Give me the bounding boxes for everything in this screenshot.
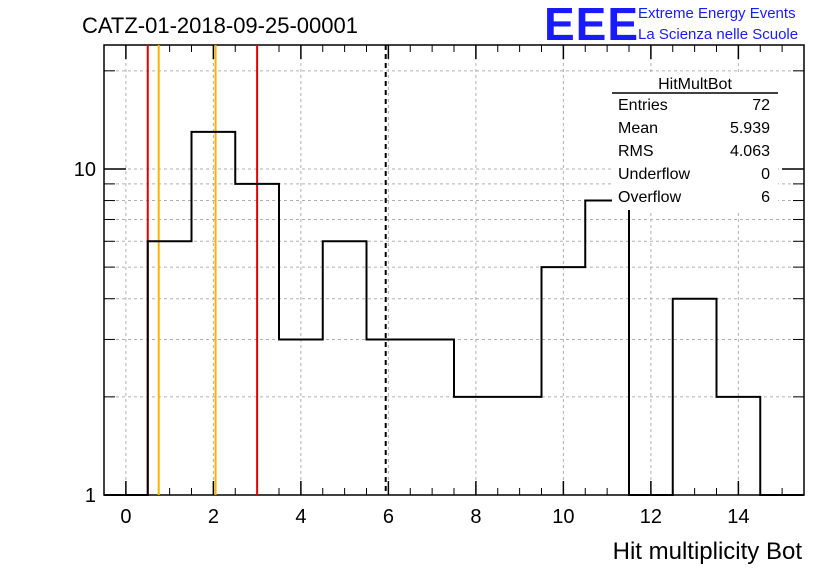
stats-value-underflow: 0 bbox=[761, 166, 770, 183]
stats-value-rms: 4.063 bbox=[730, 143, 770, 160]
x-tick-labels: 0 2 4 6 8 10 12 14 bbox=[120, 506, 749, 528]
stats-value-entries: 72 bbox=[752, 97, 770, 114]
eee-logo-text: EEE bbox=[544, 0, 639, 50]
stats-value-overflow: 6 bbox=[761, 189, 770, 206]
x-tick-label: 14 bbox=[727, 506, 749, 528]
chart-title: CATZ-01-2018-09-25-00001 bbox=[82, 13, 358, 38]
stats-label-underflow: Underflow bbox=[618, 166, 690, 183]
y-tick-labels: 1 10 bbox=[74, 159, 96, 507]
x-tick-label: 4 bbox=[295, 506, 306, 528]
stats-value-mean: 5.939 bbox=[730, 120, 770, 137]
x-tick-label: 6 bbox=[383, 506, 394, 528]
stats-box-background bbox=[612, 72, 778, 210]
stats-label-rms: RMS bbox=[618, 143, 654, 160]
x-tick-label: 10 bbox=[552, 506, 574, 528]
x-tick-label: 0 bbox=[120, 506, 131, 528]
stats-box: HitMultBot Entries 72 Mean 5.939 RMS 4.0… bbox=[612, 72, 778, 210]
eee-logo-line1: Extreme Energy Events bbox=[638, 5, 796, 22]
x-tick-label: 2 bbox=[208, 506, 219, 528]
x-axis-label: Hit multiplicity Bot bbox=[613, 538, 803, 565]
histogram-outline bbox=[104, 130, 804, 496]
y-tick-label: 1 bbox=[85, 485, 96, 507]
x-tick-label: 12 bbox=[640, 506, 662, 528]
stats-title: HitMultBot bbox=[658, 76, 732, 93]
eee-logo-line2: La Scienza nelle Scuole bbox=[638, 26, 798, 43]
x-tick-label: 8 bbox=[470, 506, 481, 528]
stats-label-overflow: Overflow bbox=[618, 189, 682, 206]
eee-logo: EEE Extreme Energy Events La Scienza nel… bbox=[544, 0, 798, 50]
stats-label-entries: Entries bbox=[618, 97, 668, 114]
stats-label-mean: Mean bbox=[618, 120, 658, 137]
y-tick-label: 10 bbox=[74, 159, 96, 181]
